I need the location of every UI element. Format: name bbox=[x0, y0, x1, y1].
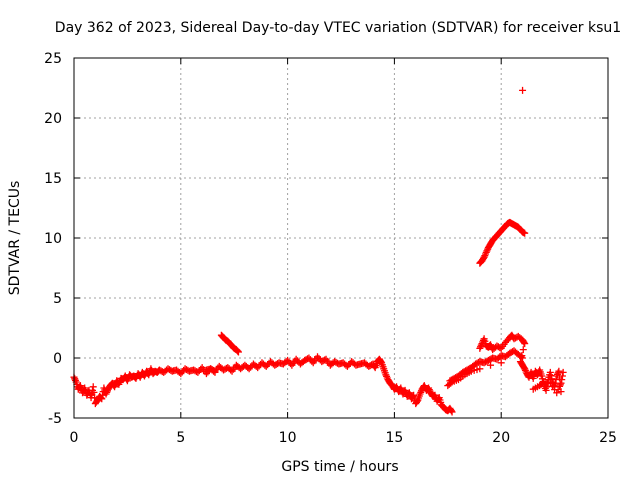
x-tick-label: 15 bbox=[385, 430, 403, 446]
y-tick-label: -5 bbox=[48, 411, 62, 427]
y-tick-label: 25 bbox=[44, 51, 62, 67]
chart-title: Day 362 of 2023, Sidereal Day-to-day VTE… bbox=[55, 20, 621, 36]
chart-background bbox=[0, 0, 640, 480]
x-tick-label: 20 bbox=[492, 430, 510, 446]
y-axis-label: SDTVAR / TECUs bbox=[7, 181, 23, 296]
x-axis-label: GPS time / hours bbox=[281, 459, 398, 475]
x-tick-label: 5 bbox=[176, 430, 185, 446]
chart: Day 362 of 2023, Sidereal Day-to-day VTE… bbox=[0, 0, 640, 480]
x-tick-label: 25 bbox=[599, 430, 617, 446]
y-tick-label: 0 bbox=[53, 351, 62, 367]
x-tick-label: 10 bbox=[279, 430, 297, 446]
y-tick-label: 20 bbox=[44, 111, 62, 127]
y-tick-label: 15 bbox=[44, 171, 62, 187]
y-tick-label: 10 bbox=[44, 231, 62, 247]
y-tick-label: 5 bbox=[53, 291, 62, 307]
x-tick-label: 0 bbox=[70, 430, 79, 446]
